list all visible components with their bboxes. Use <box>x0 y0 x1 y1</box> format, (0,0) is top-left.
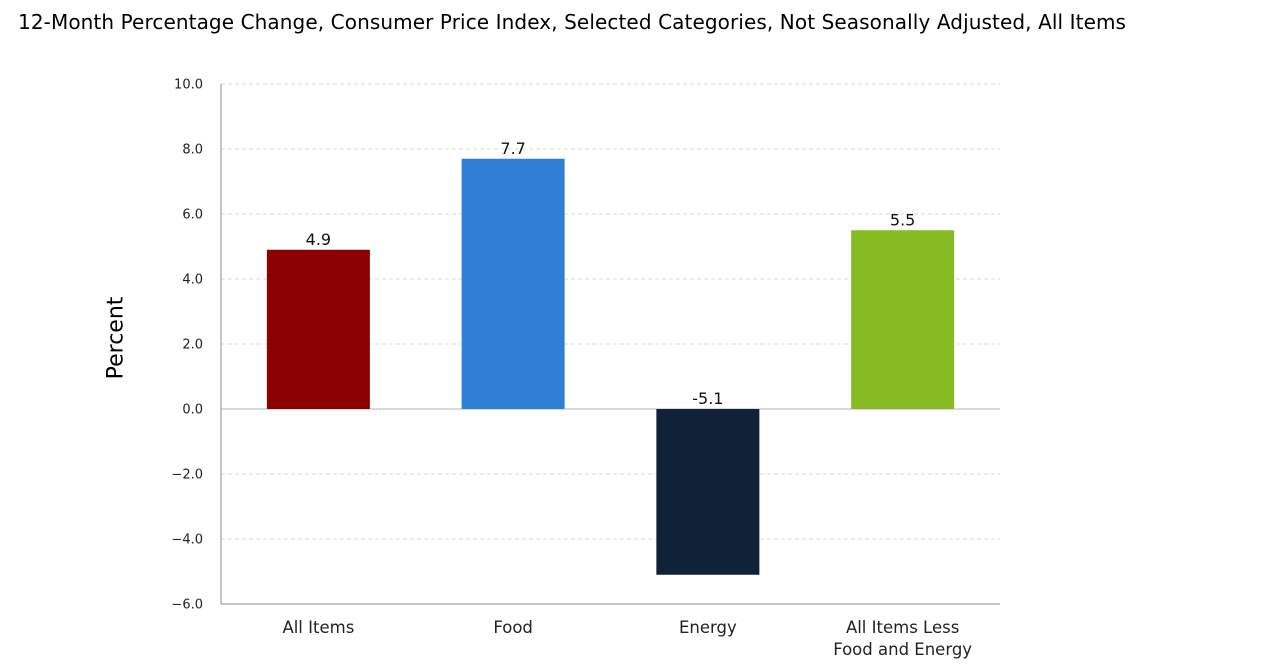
y-tick-label: 2.0 <box>182 338 203 353</box>
bar <box>461 158 565 409</box>
y-tick-label: 6.0 <box>182 208 203 223</box>
x-tick-label: All Items <box>282 618 354 637</box>
bar <box>266 249 370 409</box>
x-tick-label: Food <box>493 618 533 637</box>
bar <box>656 409 760 575</box>
y-tick-label: 10.0 <box>174 78 203 93</box>
bar <box>851 230 955 409</box>
y-tick-label: −4.0 <box>171 533 203 548</box>
x-tick-label: All Items Less <box>846 618 959 637</box>
y-tick-label: 8.0 <box>182 143 203 158</box>
y-tick-label: 0.0 <box>182 403 203 418</box>
x-tick-label: Energy <box>679 618 737 637</box>
data-label: 5.5 <box>890 210 915 229</box>
y-tick-label: −2.0 <box>171 468 203 483</box>
chart-title: 12-Month Percentage Change, Consumer Pri… <box>18 10 1127 34</box>
y-tick-label: 4.0 <box>182 273 203 288</box>
data-label: -5.1 <box>692 389 723 408</box>
y-tick-label: −6.0 <box>171 598 203 613</box>
data-label: 4.9 <box>306 230 331 249</box>
x-tick-label: Food and Energy <box>833 640 972 659</box>
data-label: 7.7 <box>500 139 525 158</box>
